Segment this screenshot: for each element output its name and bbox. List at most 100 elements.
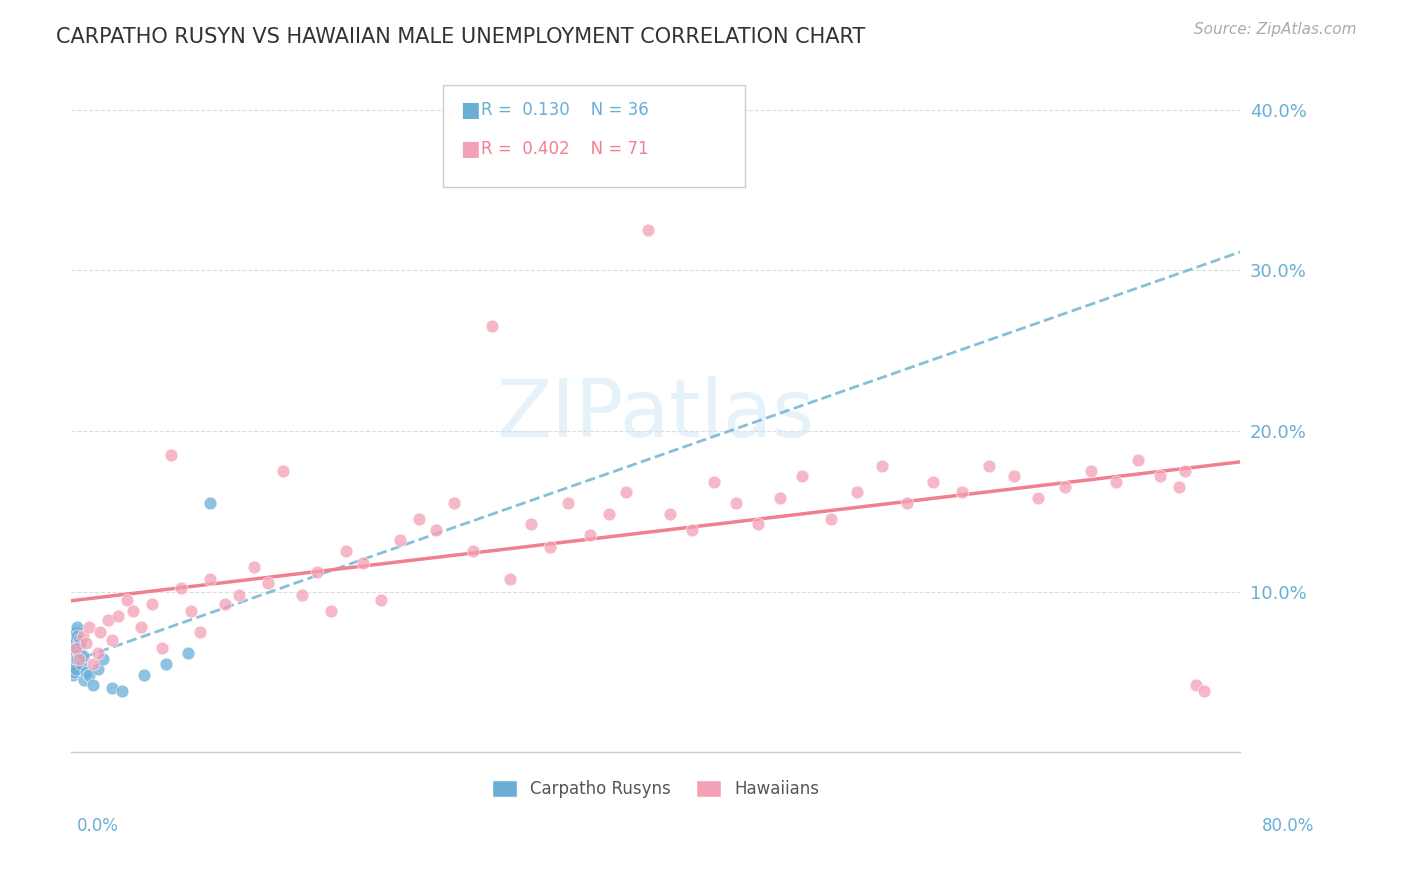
Point [977, 459, 1000, 474]
Point [616, 484, 638, 499]
Point [63, 630, 86, 644]
Point [370, 592, 392, 607]
Point [1105, 475, 1128, 490]
Point [188, 624, 211, 639]
Text: R =  0.402    N = 71: R = 0.402 N = 71 [481, 140, 648, 158]
Point [769, 491, 792, 506]
Point [75, 665, 97, 679]
Point [72, 648, 94, 663]
Point [321, 604, 343, 618]
Point [63, 648, 86, 663]
Point [228, 588, 250, 602]
Point [198, 572, 221, 586]
Point [72, 630, 94, 644]
Point [66, 630, 89, 644]
Point [1028, 491, 1050, 506]
Point [1080, 464, 1102, 478]
Text: ■: ■ [460, 100, 479, 120]
Text: CARPATHO RUSYN VS HAWAIIAN MALE UNEMPLOYMENT CORRELATION CHART: CARPATHO RUSYN VS HAWAIIAN MALE UNEMPLOY… [56, 27, 866, 46]
Point [557, 496, 579, 510]
Point [111, 684, 134, 698]
Point [1192, 684, 1215, 698]
Point [180, 604, 202, 618]
Point [69, 636, 91, 650]
Point [159, 448, 181, 462]
Text: 80.0%: 80.0% [1263, 817, 1315, 835]
Point [198, 496, 221, 510]
Point [65, 632, 87, 647]
Point [82, 657, 104, 671]
Point [896, 496, 918, 510]
Point [66, 640, 89, 655]
Point [65, 640, 87, 655]
Point [101, 632, 124, 647]
Point [134, 668, 156, 682]
Point [70, 657, 93, 671]
Point [498, 572, 520, 586]
Point [63, 636, 86, 650]
Point [335, 544, 357, 558]
Point [1126, 452, 1149, 467]
Point [637, 223, 659, 237]
Point [747, 516, 769, 531]
Point [66, 620, 89, 634]
Text: ZIPatlas: ZIPatlas [496, 376, 814, 454]
Point [86, 646, 108, 660]
Point [790, 468, 813, 483]
Point [73, 673, 96, 687]
Point [67, 632, 90, 647]
Point [62, 657, 84, 671]
Point [820, 512, 842, 526]
Text: Source: ZipAtlas.com: Source: ZipAtlas.com [1194, 22, 1357, 37]
Point [305, 566, 328, 580]
Text: R =  0.130    N = 36: R = 0.130 N = 36 [481, 101, 648, 119]
Point [579, 528, 602, 542]
Point [443, 496, 465, 510]
Point [101, 681, 124, 695]
Point [115, 592, 138, 607]
Point [1002, 468, 1025, 483]
Point [86, 662, 108, 676]
Point [659, 508, 682, 522]
Point [63, 640, 86, 655]
Point [271, 464, 294, 478]
Point [65, 640, 87, 655]
Point [62, 646, 84, 660]
Point [481, 319, 503, 334]
Point [67, 646, 90, 660]
Point [257, 576, 280, 591]
Point [65, 652, 87, 666]
Text: ■: ■ [460, 139, 479, 159]
Point [82, 678, 104, 692]
Point [870, 459, 893, 474]
Point [922, 475, 945, 490]
Point [67, 652, 90, 666]
Text: 0.0%: 0.0% [77, 817, 120, 835]
Point [846, 484, 869, 499]
Point [107, 608, 129, 623]
Point [62, 652, 84, 666]
Point [65, 624, 87, 639]
Point [97, 614, 120, 628]
Point [598, 508, 620, 522]
Point [170, 582, 193, 596]
Point [177, 646, 200, 660]
Point [121, 604, 143, 618]
Point [461, 544, 484, 558]
Point [408, 512, 430, 526]
Point [93, 652, 115, 666]
Point [703, 475, 725, 490]
Point [62, 668, 84, 682]
Point [291, 588, 314, 602]
Point [952, 484, 974, 499]
Point [1053, 480, 1076, 494]
Point [77, 668, 100, 682]
Point [150, 640, 173, 655]
Point [724, 496, 747, 510]
Point [214, 598, 236, 612]
Point [1149, 468, 1171, 483]
Point [1185, 678, 1208, 692]
Point [63, 665, 86, 679]
Point [65, 662, 87, 676]
Point [352, 556, 374, 570]
